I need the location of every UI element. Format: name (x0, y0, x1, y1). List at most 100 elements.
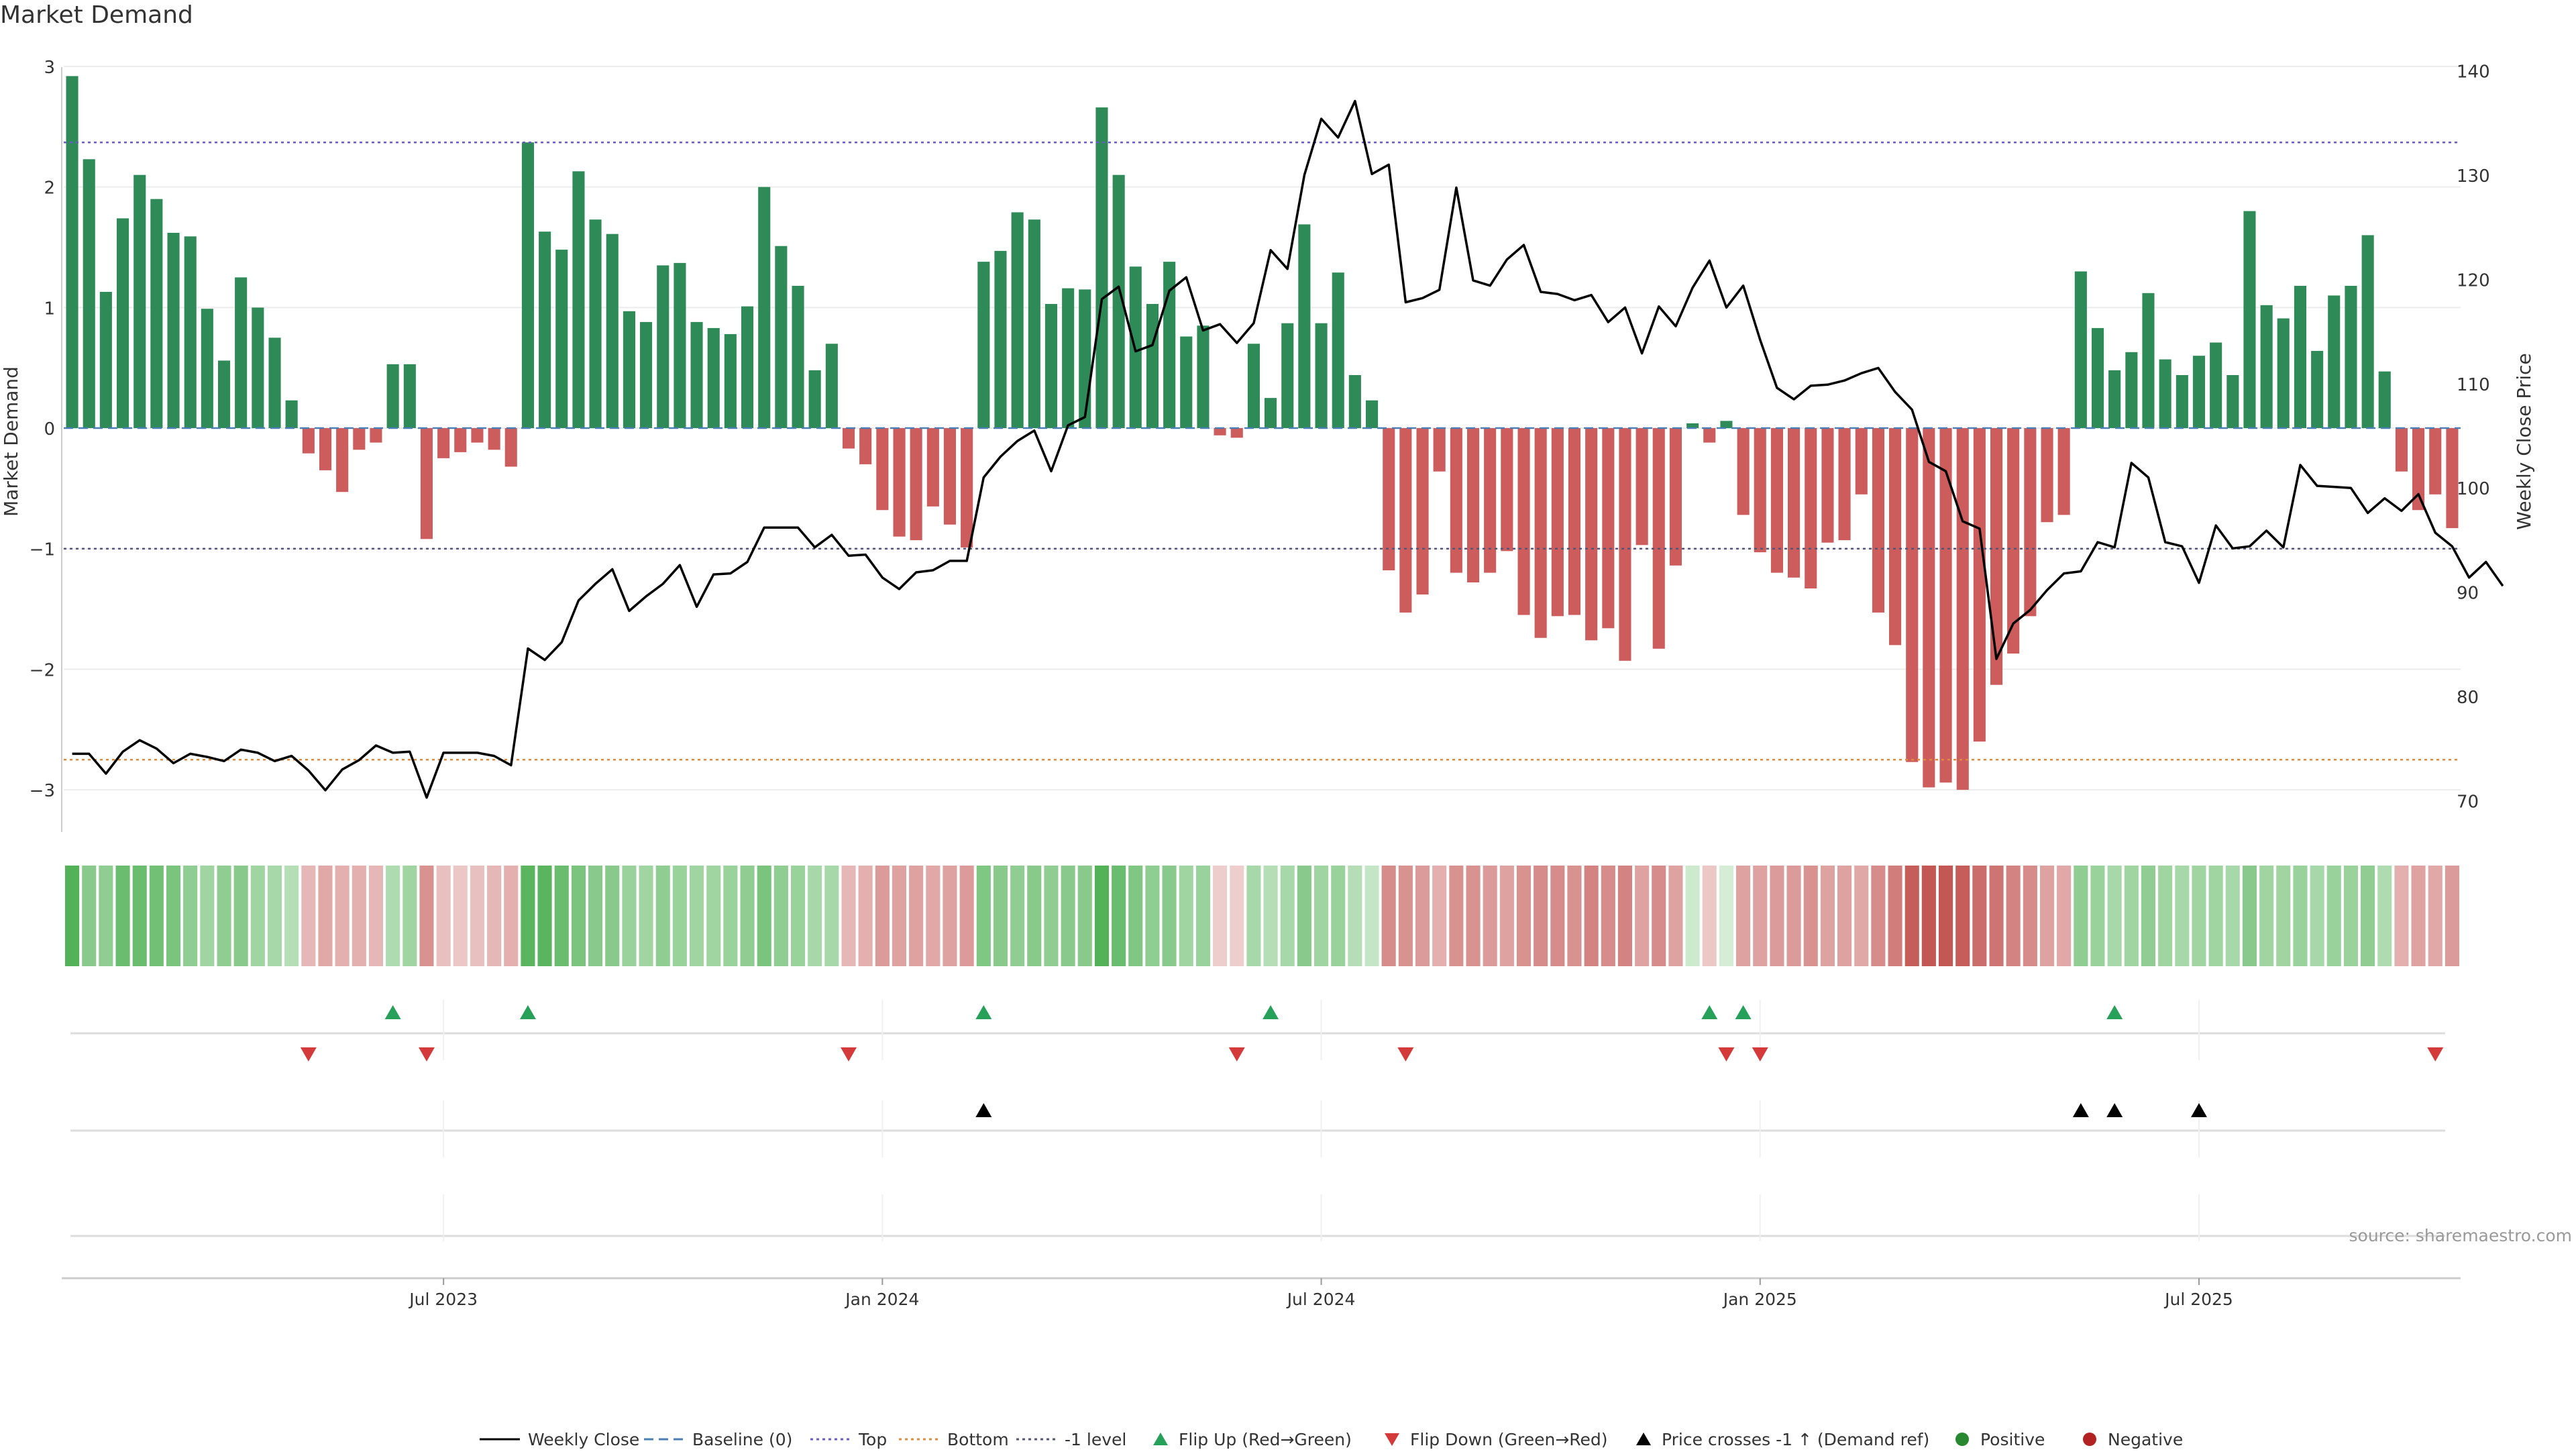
demand-bar (1044, 304, 1057, 429)
strip-cell (2124, 866, 2139, 966)
strip-cell (1955, 866, 1970, 966)
demand-bar (1686, 423, 1699, 429)
strip-cell (2074, 866, 2088, 966)
demand-bar (2226, 375, 2239, 429)
flip-down-marker (1718, 1047, 1735, 1061)
strip-cell (1719, 866, 1733, 966)
demand-bar (640, 321, 653, 428)
demand-bar (589, 219, 602, 429)
strip-cell (841, 866, 856, 966)
demand-bar (2395, 428, 2408, 472)
demand-bar (825, 344, 838, 429)
y-tick-label-left: −3 (30, 781, 55, 801)
demand-bar (2277, 318, 2290, 428)
demand-bar (1095, 107, 1108, 429)
demand-bar (1332, 272, 1344, 428)
strip-cell (1094, 866, 1109, 966)
demand-bar (1534, 428, 1547, 638)
strip-cell (723, 866, 738, 966)
strip-cell (2141, 866, 2155, 966)
demand-bar (943, 428, 956, 525)
flip-up-marker (1735, 1005, 1752, 1019)
demand-bar (1247, 344, 1260, 429)
demand-bar (1079, 289, 1091, 428)
legend-item: Weekly Close (480, 1429, 639, 1449)
strip-cell (1466, 866, 1481, 966)
legend-symbol (1016, 1438, 1057, 1441)
demand-bar (1838, 428, 1851, 541)
strip-cell (1854, 866, 1869, 966)
demand-bar (454, 428, 467, 452)
strip-cell (200, 866, 215, 966)
strip-cell (1702, 866, 1717, 966)
legend-label: Bottom (947, 1429, 1009, 1449)
strip-cell (233, 866, 248, 966)
legend-item: Baseline (0) (644, 1429, 792, 1449)
strip-cell (622, 866, 637, 966)
demand-bar (690, 321, 703, 428)
strip-cell (1280, 866, 1295, 966)
price-cross-marker (2106, 1103, 2123, 1117)
demand-bar (1383, 428, 1395, 570)
strip-cell (1972, 866, 1987, 966)
demand-bar (353, 428, 366, 450)
y-tick-label-right: 130 (2457, 166, 2490, 187)
strip-cell (2377, 866, 2392, 966)
strip-cell (402, 866, 417, 966)
strip-cell (1989, 866, 2004, 966)
strip-cell (82, 866, 97, 966)
demand-bar (1011, 212, 1024, 428)
legend-item: Bottom (899, 1429, 1009, 1449)
strip-cell (926, 866, 941, 966)
legend-symbol (810, 1438, 851, 1441)
demand-bar (1348, 375, 1361, 429)
demand-bar (2260, 305, 2273, 429)
demand-bar (2361, 235, 2374, 428)
y-tick-label-right: 90 (2457, 584, 2479, 604)
strip-cell (1770, 866, 1784, 966)
strip-cell (1534, 866, 1548, 966)
demand-bar (471, 428, 484, 443)
demand-bar (150, 199, 163, 428)
strip-cell (453, 866, 468, 966)
strip-cell (875, 866, 890, 966)
strip-cell (690, 866, 704, 966)
demand-color-strip (65, 866, 2459, 966)
demand-bar (1889, 428, 1902, 645)
strip-cell (1398, 866, 1413, 966)
strip-cell (99, 866, 113, 966)
demand-bar (2125, 352, 2138, 428)
y-tick-label-left: 3 (44, 58, 55, 78)
demand-bar (336, 428, 349, 492)
demand-bar (926, 428, 939, 507)
strip-cell (1061, 866, 1075, 966)
legend-label: Price crosses -1 ↑ (Demand ref) (1662, 1429, 1930, 1449)
demand-bar (2311, 351, 2324, 428)
strip-cell (470, 866, 484, 966)
strip-cell (65, 866, 80, 966)
legend-item: Positive (1952, 1429, 2045, 1449)
demand-bar (674, 262, 686, 429)
strip-cell (2411, 866, 2426, 966)
demand-bar (741, 306, 754, 429)
strip-cell (301, 866, 316, 966)
demand-bar (539, 231, 551, 429)
strip-cell (2242, 866, 2257, 966)
demand-bar (2007, 428, 2020, 654)
demand-bar (623, 311, 635, 429)
demand-bar (758, 187, 771, 429)
strip-cell (250, 866, 265, 966)
strip-cell (1668, 866, 1683, 966)
demand-bar (1501, 428, 1513, 552)
demand-bar (2294, 286, 2306, 428)
strip-cell (706, 866, 721, 966)
demand-bar (83, 159, 95, 429)
strip-cell (2394, 866, 2409, 966)
flip-down-marker (300, 1047, 317, 1061)
strip-cell (368, 866, 383, 966)
strip-cell (1652, 866, 1666, 966)
source-note: source: sharemaestro.com (2349, 1226, 2573, 1245)
demand-bar (1028, 219, 1040, 429)
legend-label: Flip Down (Green→Red) (1410, 1429, 1608, 1449)
y-tick-label-right: 110 (2457, 375, 2490, 395)
